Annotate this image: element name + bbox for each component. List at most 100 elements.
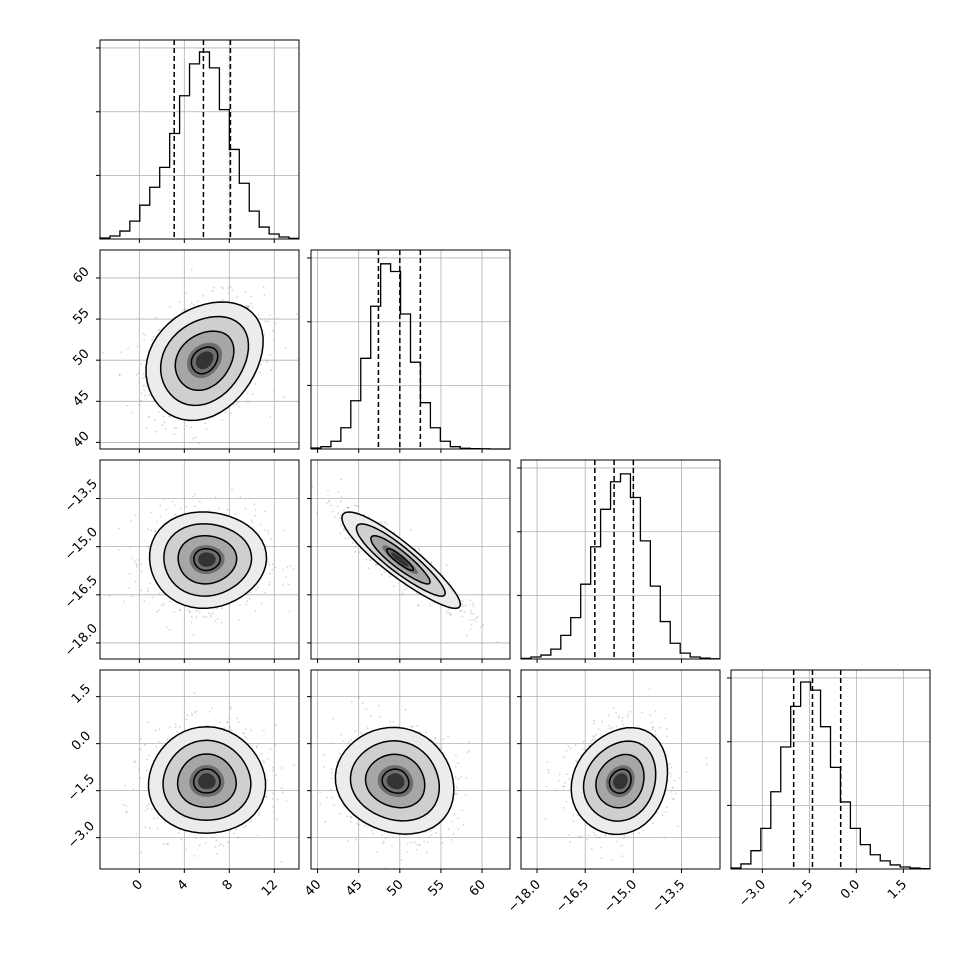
histogram-step	[520, 473, 720, 660]
scatter-point	[440, 747, 443, 750]
scatter-point	[155, 430, 157, 433]
scatter-point	[454, 792, 457, 795]
scatter-point	[592, 735, 595, 738]
scatter-point	[264, 796, 267, 798]
scatter-point	[272, 769, 274, 772]
density-shade	[391, 552, 409, 567]
scatter-point	[168, 415, 171, 417]
scatter-point	[340, 478, 343, 481]
histogram-step	[99, 51, 299, 240]
scatter-point	[192, 437, 195, 440]
scatter-point	[204, 842, 207, 844]
scatter-point	[222, 844, 225, 847]
scatter-point	[193, 692, 196, 695]
panel-frame	[310, 459, 511, 660]
scatter-point	[346, 815, 348, 818]
scatter-point	[174, 726, 177, 729]
scatter-point	[461, 615, 464, 618]
scatter-point	[224, 411, 227, 414]
scatter-point	[367, 567, 370, 570]
scatter-point	[346, 507, 349, 509]
scatter-point	[148, 415, 150, 418]
scatter-point	[283, 396, 286, 398]
scatter-point	[357, 505, 360, 507]
scatter-point	[189, 610, 192, 613]
scatter-point	[274, 724, 277, 727]
scatter-point	[263, 762, 266, 764]
scatter-point	[137, 559, 140, 561]
scatter-point	[157, 329, 160, 332]
scatter-point	[205, 616, 208, 618]
scatter-point	[330, 796, 333, 799]
scatter-point	[469, 628, 472, 630]
scatter-point	[415, 592, 418, 595]
scatter-point	[148, 416, 150, 418]
scatter-point	[134, 580, 137, 583]
scatter-point	[195, 710, 198, 713]
scatter-point	[642, 829, 644, 832]
scatter-point	[264, 510, 267, 512]
scatter-point	[174, 513, 177, 516]
scatter-point	[270, 538, 273, 541]
scatter-point	[239, 604, 241, 606]
scatter-point	[164, 428, 167, 430]
scatter-point	[214, 845, 217, 848]
scatter-point	[227, 287, 230, 289]
scatter-point	[456, 786, 458, 789]
scatter-point	[248, 597, 251, 600]
scatter-point	[416, 725, 419, 727]
scatter-point	[620, 844, 623, 847]
scatter-point	[366, 727, 369, 730]
scatter-point	[158, 328, 161, 331]
scatter-point	[295, 313, 298, 315]
scatter-point	[461, 600, 464, 602]
scatter-point	[328, 499, 331, 502]
scatter-point	[370, 829, 373, 832]
scatter-content	[319, 696, 470, 869]
scatter-point	[230, 706, 232, 709]
histogram-panel-2	[517, 459, 721, 663]
scatter-point	[466, 751, 469, 754]
scatter-point	[342, 740, 344, 742]
density-contour	[176, 753, 237, 808]
scatter-point	[330, 771, 333, 774]
scatter-point	[404, 708, 407, 711]
scatter-point	[652, 726, 655, 728]
scatter-point	[145, 385, 148, 387]
scatter-point	[330, 504, 333, 507]
scatter-point	[333, 804, 335, 807]
scatter-point	[131, 595, 134, 598]
scatter-point	[254, 383, 256, 385]
scatter-point	[288, 610, 291, 613]
scatter-point	[388, 575, 391, 578]
scatter-point	[198, 844, 201, 847]
scatter-point	[185, 425, 188, 427]
scatter-point	[178, 301, 181, 303]
scatter-point	[385, 523, 388, 525]
scatter-point	[212, 286, 215, 289]
scatter-point	[226, 508, 229, 511]
scatter-point	[392, 720, 395, 723]
scatter-point	[142, 384, 145, 387]
scatter-point	[323, 753, 326, 756]
scatter-point	[409, 528, 412, 531]
scatter-point	[383, 571, 386, 573]
scatter-point	[264, 592, 266, 594]
scatter-point	[231, 488, 233, 491]
scatter-point	[319, 802, 322, 805]
scatter-point	[400, 858, 403, 861]
scatter-point	[391, 844, 393, 847]
scatter-point	[132, 788, 135, 791]
scatter-point	[269, 416, 272, 418]
scatter-point	[269, 572, 272, 575]
scatter-point	[150, 529, 153, 532]
scatter-point	[209, 614, 212, 617]
scatter-point	[158, 592, 160, 595]
scatter-point	[156, 611, 159, 613]
scatter-point	[254, 514, 257, 517]
scatter-point	[472, 605, 475, 607]
scatter-point	[138, 404, 141, 406]
scatter-point	[188, 611, 191, 614]
scatter-point	[237, 836, 240, 838]
scatter-content	[108, 488, 295, 636]
